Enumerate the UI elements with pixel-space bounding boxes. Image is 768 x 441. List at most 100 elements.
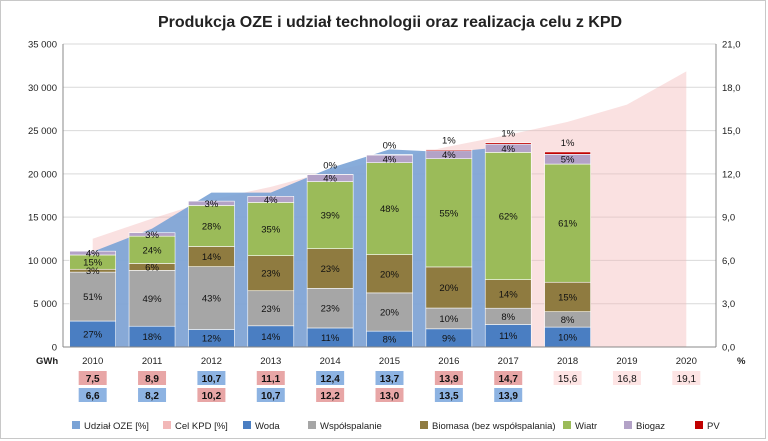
value-cell-label: 14,7	[498, 374, 518, 385]
segment-label: 10%	[558, 333, 578, 344]
segment-label: 4%	[86, 249, 100, 260]
y-tick-label: 10 000	[28, 256, 57, 267]
legend-swatch	[695, 421, 703, 429]
segment-label: 39%	[321, 211, 341, 222]
value-cell	[197, 371, 226, 385]
y2-tick-label: 15,0	[722, 126, 741, 137]
bar-segment	[366, 292, 413, 332]
value-cell	[375, 388, 404, 402]
segment-label: 4%	[323, 174, 337, 185]
segment-label: 0%	[323, 160, 337, 171]
legend-label: Współspalanie	[320, 421, 382, 432]
segment-label: 62%	[499, 212, 519, 223]
segment-label: 12%	[202, 334, 222, 345]
value-cell	[78, 388, 107, 402]
value-cell	[494, 371, 523, 385]
segment-label: 10%	[439, 314, 459, 325]
segment-label: 1%	[442, 136, 456, 147]
x-tick-label: 2016	[438, 356, 459, 367]
y2-tick-label: 0,0	[722, 343, 735, 354]
x-tick-label: 2017	[498, 356, 519, 367]
segment-label: 20%	[380, 308, 400, 319]
value-cell-label: 8,2	[145, 391, 159, 402]
y-tick-label: 15 000	[28, 213, 57, 224]
legend-swatch	[163, 421, 171, 429]
value-cell	[434, 388, 463, 402]
value-cell-label: 10,2	[202, 391, 222, 402]
segment-label: 27%	[83, 330, 103, 341]
bar-segment	[69, 320, 116, 348]
legend-label: Biogaz	[636, 421, 665, 432]
bar-segment	[69, 271, 116, 322]
value-cell-label: 10,7	[202, 374, 222, 385]
segment-label: 43%	[202, 294, 222, 305]
segment-label: 14%	[202, 252, 222, 263]
value-cell-label: 19,1	[677, 374, 697, 385]
y-tick-label: 0	[52, 343, 57, 354]
bar-segment	[247, 202, 295, 256]
segment-label: 11%	[499, 331, 518, 342]
legend-label: Wiatr	[575, 421, 597, 432]
value-cell-label: 13,0	[380, 391, 400, 402]
bar-layer: 27%51%3%15%4%18%49%6%24%3%12%43%14%28%3%…	[69, 129, 591, 348]
value-cell-label: 13,5	[439, 391, 459, 402]
bar-segment	[425, 266, 473, 309]
bar-segment	[366, 162, 413, 255]
segment-label: 3%	[145, 230, 159, 241]
value-cell	[78, 371, 107, 385]
value-cell-label: 7,5	[86, 374, 100, 385]
value-cell	[316, 371, 345, 385]
value-cell	[434, 371, 463, 385]
segment-label: 20%	[380, 269, 400, 280]
x-tick-label: 2015	[379, 356, 400, 367]
value-cell	[138, 371, 167, 385]
value-cell	[494, 388, 523, 402]
segment-label: 3%	[86, 266, 100, 277]
bar-segment	[366, 154, 413, 156]
y2-tick-label: 9,0	[722, 213, 735, 224]
value-cell-label: 16,8	[617, 374, 637, 385]
x-tick-label: 2010	[82, 356, 103, 367]
segment-label: 6%	[145, 262, 159, 273]
value-cell-label: 13,9	[498, 391, 518, 402]
y2-unit-label: %	[737, 356, 746, 367]
value-cell-label: 12,2	[320, 391, 340, 402]
segment-label: 0%	[383, 141, 397, 152]
bar-segment	[128, 235, 176, 264]
segment-label: 23%	[321, 304, 341, 315]
legend-swatch	[308, 421, 316, 429]
segment-label: 35%	[261, 225, 281, 236]
legend-label: Udział OZE [%]	[84, 421, 149, 432]
segment-label: 28%	[202, 221, 222, 232]
legend-swatch	[624, 421, 632, 429]
segment-label: 23%	[261, 269, 281, 280]
legend-swatch	[563, 421, 571, 429]
legend: Udział OZE [%] Cel KPD [%] Woda Współspalan…	[72, 421, 720, 432]
segment-label: 4%	[442, 150, 456, 161]
segment-label: 15%	[558, 292, 578, 303]
bar-segment	[247, 196, 295, 203]
value-cell-label: 15,6	[558, 374, 578, 385]
legend-label: PV	[707, 421, 720, 432]
y-tick-label: 25 000	[28, 126, 57, 137]
segment-label: 23%	[261, 304, 281, 315]
chart-title: Produkcja OZE i udział technologii oraz …	[158, 14, 622, 31]
legend-label: Woda	[255, 421, 280, 432]
x-tick-label: 2013	[260, 356, 281, 367]
x-tick-label: 2011	[142, 356, 162, 367]
segment-label: 14%	[261, 332, 281, 343]
value-cell	[612, 371, 641, 385]
segment-label: 1%	[501, 129, 515, 140]
y-tick-label: 35 000	[28, 40, 57, 51]
value-cell-label: 13,7	[380, 374, 400, 385]
bar-segment	[425, 149, 473, 152]
value-table: 7,5 6,6 8,9 8,2 10,7 10,2 11,1 10,7 12,4 12,2 13,7…	[78, 371, 701, 402]
bar-segment	[306, 181, 354, 249]
value-cell	[256, 371, 285, 385]
segment-label: 18%	[143, 332, 163, 343]
value-cell-label: 11,1	[261, 374, 280, 385]
segment-label: 48%	[380, 204, 400, 215]
segment-label: 8%	[501, 312, 515, 323]
segment-label: 8%	[561, 315, 575, 326]
value-cell-label: 12,4	[320, 374, 340, 385]
